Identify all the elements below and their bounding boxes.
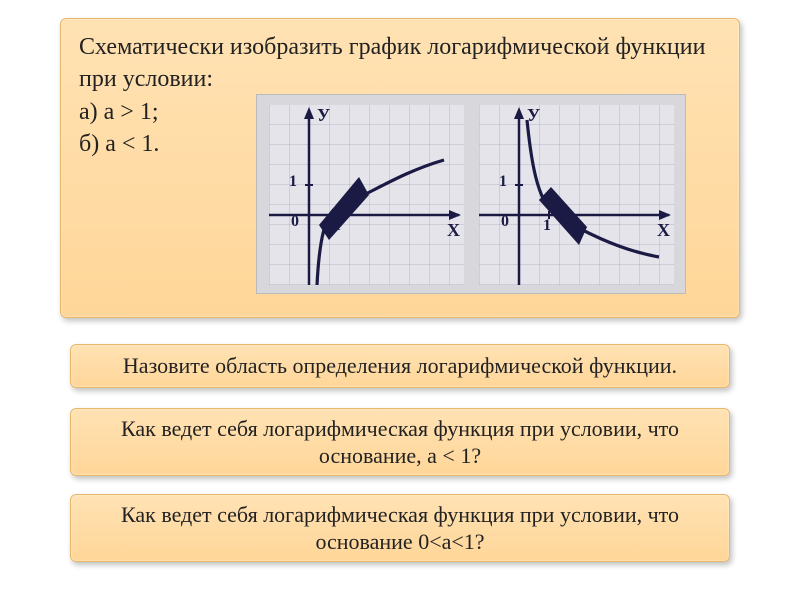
y-axis-label: У bbox=[317, 105, 330, 126]
y-tick-label: 1 bbox=[499, 173, 507, 191]
question-behavior-0-a-1-text: Как ведет себя логарифмическая функция п… bbox=[91, 501, 709, 556]
y-axis-label: У bbox=[527, 105, 540, 126]
graph-a-lt-1-svg bbox=[479, 105, 674, 285]
origin-label: 0 bbox=[291, 213, 299, 231]
x-axis-arrow bbox=[659, 210, 671, 220]
question-behavior-a-lt-1-card: Как ведет себя логарифмическая функция п… bbox=[70, 408, 730, 476]
question-domain-card: Назовите область определения логарифмиче… bbox=[70, 344, 730, 388]
x-axis-arrow bbox=[449, 210, 461, 220]
x-tick-label: 1 bbox=[543, 217, 551, 235]
graph-a-gt-1: У Х 1 1 0 bbox=[269, 105, 464, 285]
x-axis-label: Х bbox=[447, 220, 460, 241]
task-card: Схематически изобразить график логарифми… bbox=[60, 18, 740, 318]
y-axis-arrow bbox=[514, 107, 524, 119]
question-behavior-a-lt-1-text: Как ведет себя логарифмическая функция п… bbox=[91, 415, 709, 470]
question-domain-text: Назовите область определения логарифмиче… bbox=[123, 352, 677, 380]
direction-arrow bbox=[319, 177, 369, 240]
task-line-2: при условии: bbox=[79, 63, 721, 95]
graphs-container: У Х 1 1 0 У Х 1 1 0 bbox=[256, 94, 686, 294]
origin-label: 0 bbox=[501, 213, 509, 231]
y-axis-arrow bbox=[304, 107, 314, 119]
log-curve-decreasing bbox=[527, 120, 659, 257]
graph-a-lt-1: У Х 1 1 0 bbox=[479, 105, 674, 285]
x-axis-label: Х bbox=[657, 220, 670, 241]
question-behavior-0-a-1-card: Как ведет себя логарифмическая функция п… bbox=[70, 494, 730, 562]
x-tick-label: 1 bbox=[333, 217, 341, 235]
y-tick-label: 1 bbox=[289, 173, 297, 191]
task-line-1: Схематически изобразить график логарифми… bbox=[79, 31, 721, 63]
graph-a-gt-1-svg bbox=[269, 105, 464, 285]
